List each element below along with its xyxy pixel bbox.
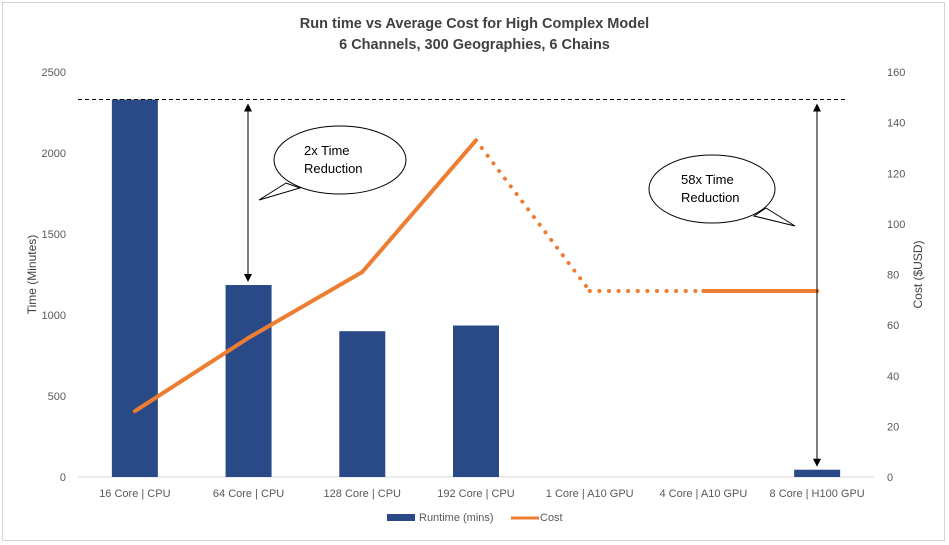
runtime-bar (111, 99, 158, 477)
cost-line-segment (132, 335, 251, 414)
runtime-bar (794, 469, 841, 477)
cost-line-segment (246, 269, 365, 340)
x-tick-label: 16 Core | CPU (99, 488, 170, 500)
y-right-tick-label: 160 (887, 67, 905, 79)
y-left-tick-label: 1500 (42, 229, 66, 241)
y-right-axis-title: Cost ($USD) (911, 240, 925, 308)
y-right-tick-label: 100 (887, 219, 905, 231)
x-tick-label: 192 Core | CPU (437, 488, 515, 500)
y-left-tick-label: 2000 (42, 148, 66, 160)
callout-text-line: Reduction (681, 190, 740, 205)
legend-label-cost: Cost (540, 512, 563, 524)
callout-bubble (273, 125, 407, 195)
x-tick-label: 4 Core | A10 GPU (659, 488, 747, 500)
chart-title: Run time vs Average Cost for High Comple… (299, 16, 650, 32)
callout-tail (752, 207, 796, 227)
chart-subtitle: 6 Channels, 300 Geographies, 6 Chains (339, 37, 610, 53)
y-left-tick-label: 0 (60, 472, 66, 484)
legend-swatch-runtime (387, 514, 415, 521)
y-left-tick-label: 500 (48, 391, 66, 403)
y-right-tick-label: 40 (887, 371, 899, 383)
x-tick-label: 8 Core | H100 GPU (770, 488, 865, 500)
y-right-tick-label: 0 (887, 472, 893, 484)
cost-line-segment (360, 138, 478, 274)
cost-line-segment-dotted (474, 138, 592, 293)
x-tick-label: 1 Core | A10 GPU (546, 488, 634, 500)
y-right-tick-label: 120 (887, 168, 905, 180)
runtime-bar (339, 331, 386, 477)
callout-text-line: 58x Time (681, 172, 734, 187)
callout-text-line: 2x Time (304, 143, 350, 158)
y-left-tick-label: 1000 (42, 310, 66, 322)
runtime-bar (225, 285, 272, 477)
y-right-tick-label: 20 (887, 421, 899, 433)
callout-tail (258, 182, 302, 201)
y-right-tick-label: 140 (887, 118, 905, 130)
y-right-tick-label: 60 (887, 320, 899, 332)
callout-bubble (648, 154, 776, 224)
y-left-tick-label: 2500 (42, 67, 66, 79)
callout-text-line: Reduction (304, 161, 363, 176)
legend-label-runtime: Runtime (mins) (419, 512, 494, 524)
y-right-tick-label: 80 (887, 270, 899, 282)
runtime-bar (453, 325, 499, 477)
y-left-axis-title: Time (Minutes) (25, 235, 39, 315)
x-tick-label: 64 Core | CPU (213, 488, 284, 500)
x-tick-label: 128 Core | CPU (324, 488, 402, 500)
